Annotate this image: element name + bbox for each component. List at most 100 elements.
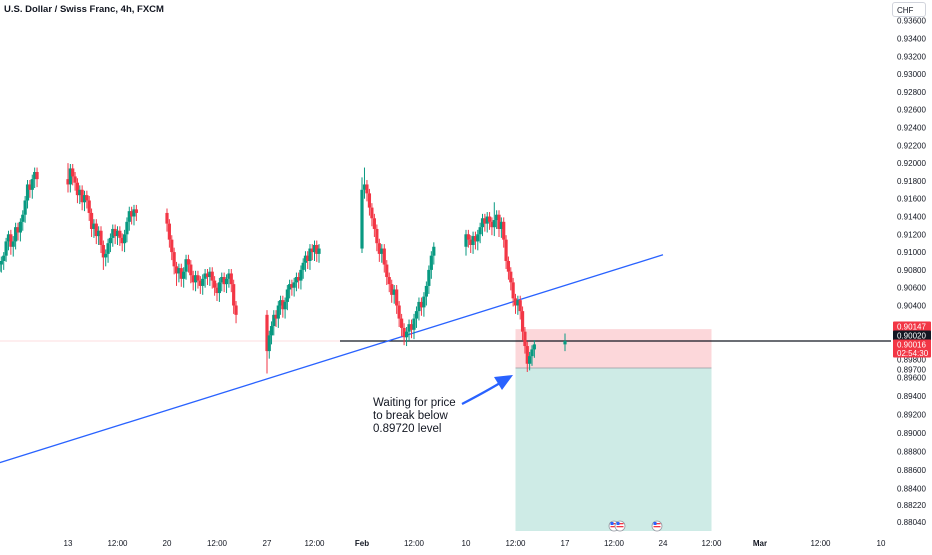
candle[interactable] — [464, 229, 468, 256]
price-tag[interactable]: 0.90147 — [893, 321, 931, 332]
candle[interactable] — [480, 213, 485, 237]
us-flag-event-icon[interactable] — [651, 520, 663, 532]
candle[interactable] — [315, 240, 319, 262]
candle[interactable] — [82, 190, 87, 212]
candle[interactable] — [78, 185, 82, 205]
candle[interactable] — [115, 226, 120, 245]
candle[interactable] — [487, 212, 492, 230]
candle[interactable] — [198, 276, 202, 294]
candle[interactable] — [269, 321, 274, 345]
candle[interactable] — [520, 306, 525, 341]
candle[interactable] — [402, 323, 406, 346]
candle[interactable] — [108, 233, 113, 253]
candle[interactable] — [73, 172, 77, 191]
candle[interactable] — [276, 301, 280, 328]
candle[interactable] — [412, 313, 416, 340]
candle[interactable] — [30, 174, 34, 199]
candle[interactable] — [518, 295, 522, 320]
candle[interactable] — [495, 210, 499, 229]
candle[interactable] — [278, 295, 283, 315]
candle[interactable] — [476, 229, 480, 251]
candle[interactable] — [509, 267, 513, 291]
candle[interactable] — [392, 285, 396, 304]
candle[interactable] — [94, 219, 98, 245]
candle[interactable] — [303, 251, 308, 272]
candle[interactable] — [272, 310, 276, 336]
candle[interactable] — [471, 231, 475, 254]
candle[interactable] — [525, 341, 529, 372]
candle[interactable] — [301, 258, 305, 279]
candle[interactable] — [14, 222, 18, 250]
candle[interactable] — [288, 279, 292, 299]
candle[interactable] — [516, 295, 520, 315]
candle[interactable] — [179, 263, 183, 287]
candle[interactable] — [432, 242, 436, 265]
candle[interactable] — [563, 333, 567, 352]
candle[interactable] — [165, 208, 169, 232]
candle[interactable] — [409, 319, 414, 339]
candle[interactable] — [220, 272, 224, 292]
candle[interactable] — [182, 267, 186, 288]
take-profit-zone[interactable] — [515, 368, 712, 531]
candle[interactable] — [227, 269, 231, 288]
candle[interactable] — [424, 281, 428, 306]
candle[interactable] — [23, 196, 27, 223]
candle[interactable] — [382, 244, 386, 273]
candle[interactable] — [360, 177, 364, 253]
candle[interactable] — [294, 272, 299, 292]
candle[interactable] — [208, 267, 212, 286]
candle[interactable] — [75, 178, 80, 204]
candle[interactable] — [170, 235, 174, 261]
candle[interactable] — [0, 256, 3, 273]
candle[interactable] — [511, 277, 515, 307]
candle[interactable] — [292, 277, 296, 297]
candle[interactable] — [466, 229, 470, 248]
candle[interactable] — [111, 224, 115, 247]
candle[interactable] — [429, 251, 433, 279]
candle[interactable] — [134, 204, 138, 221]
trendline[interactable] — [0, 254, 664, 468]
candle[interactable] — [215, 283, 219, 302]
candle[interactable] — [127, 206, 131, 231]
candle[interactable] — [203, 269, 207, 288]
candle[interactable] — [118, 226, 122, 246]
candle[interactable] — [196, 270, 200, 289]
candle[interactable] — [485, 212, 489, 233]
candle[interactable] — [375, 224, 379, 252]
candle[interactable] — [499, 217, 503, 238]
candle[interactable] — [387, 272, 391, 293]
candle[interactable] — [25, 180, 30, 209]
candle[interactable] — [365, 180, 369, 202]
candle[interactable] — [290, 279, 294, 296]
candle[interactable] — [372, 213, 376, 237]
candle[interactable] — [490, 217, 494, 236]
candle[interactable] — [397, 301, 401, 327]
candle[interactable] — [122, 229, 127, 253]
candle[interactable] — [414, 306, 419, 328]
us-flag-event-icon[interactable] — [614, 520, 626, 532]
candle[interactable] — [506, 256, 511, 280]
candle[interactable] — [299, 265, 303, 290]
candle[interactable] — [87, 196, 91, 221]
candle[interactable] — [35, 167, 39, 188]
candle[interactable] — [497, 210, 501, 237]
candle[interactable] — [422, 292, 426, 317]
candle[interactable] — [390, 279, 394, 303]
candle[interactable] — [483, 213, 487, 232]
candle[interactable] — [224, 274, 229, 294]
candle[interactable] — [120, 233, 124, 252]
candle[interactable] — [28, 180, 32, 198]
candle[interactable] — [229, 269, 233, 293]
candle[interactable] — [312, 240, 317, 261]
candle[interactable] — [4, 237, 8, 262]
candle[interactable] — [222, 272, 226, 293]
price-tag[interactable]: 0.90020 — [893, 330, 931, 341]
candle[interactable] — [33, 167, 37, 189]
candle[interactable] — [400, 313, 404, 337]
candle[interactable] — [106, 238, 110, 263]
candle[interactable] — [66, 163, 70, 193]
candle[interactable] — [523, 326, 527, 354]
candle[interactable] — [502, 217, 506, 248]
candle[interactable] — [385, 260, 389, 286]
candle[interactable] — [283, 297, 287, 319]
